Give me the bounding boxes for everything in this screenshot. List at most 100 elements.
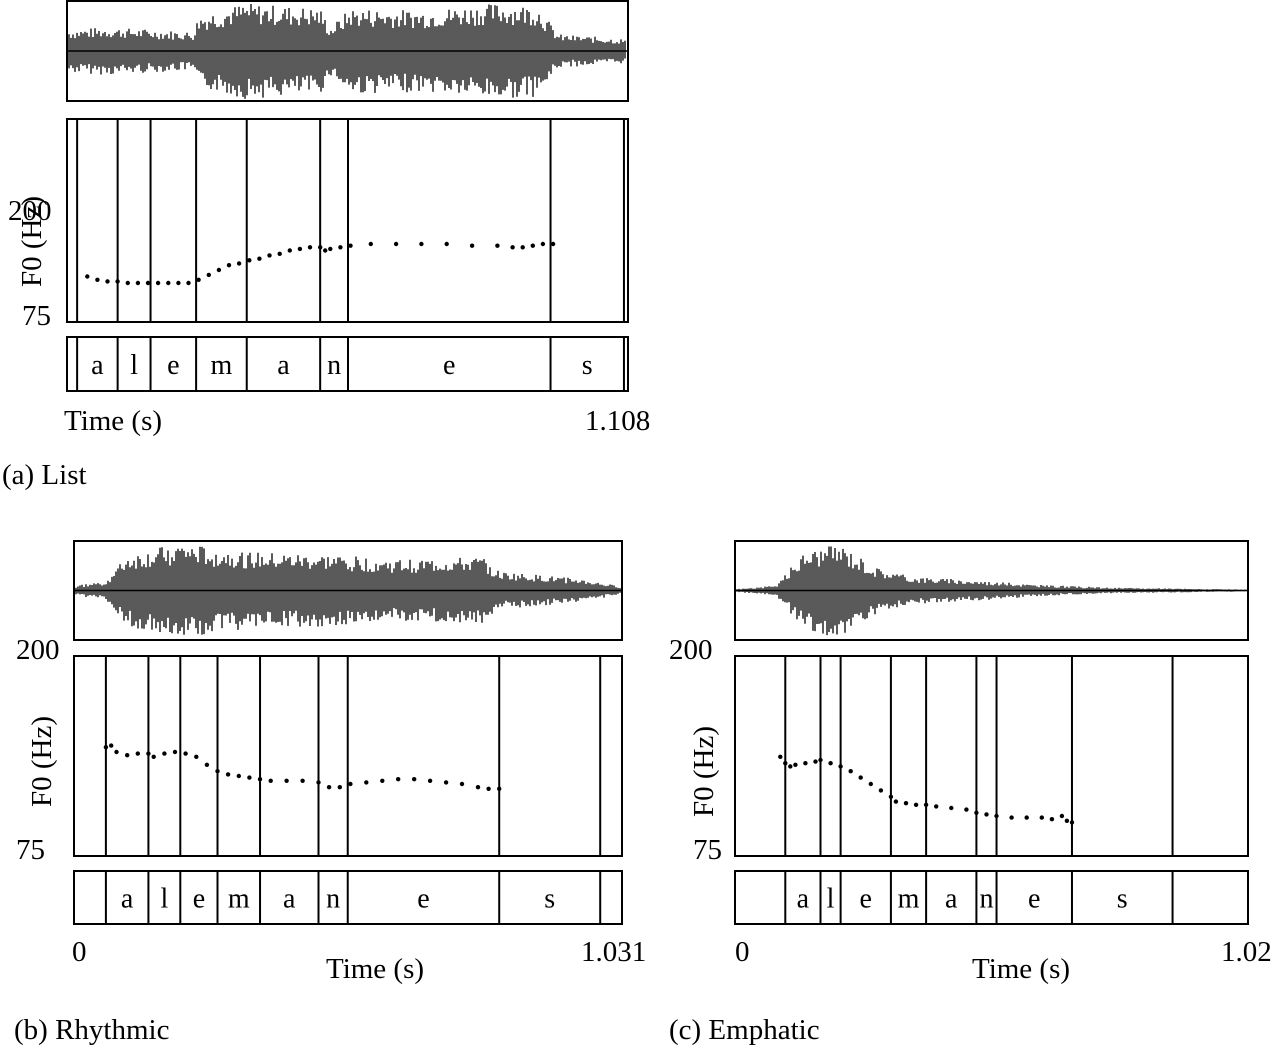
f0-point — [145, 280, 151, 286]
f0-point — [443, 780, 449, 785]
f0-point — [419, 241, 424, 247]
f0-point — [268, 778, 273, 783]
f0-point — [114, 749, 119, 755]
y-tick-min-label: 75 — [22, 300, 51, 332]
f0-point — [412, 777, 417, 782]
segment-label: a — [277, 350, 290, 381]
segment-label: m — [211, 350, 233, 381]
y-axis-label: F0 (Hz) — [26, 715, 58, 807]
segment-label: e — [193, 884, 205, 915]
f0-point — [135, 280, 141, 286]
f0-point — [878, 788, 884, 793]
f0-point — [95, 277, 100, 282]
y-tick-min-label: 75 — [693, 834, 722, 866]
f0-point — [868, 781, 873, 787]
f0-point — [176, 280, 181, 286]
f0-point — [486, 786, 491, 791]
f0-point — [393, 241, 399, 247]
f0-point — [510, 245, 515, 250]
f0-point — [166, 280, 171, 286]
f0-point — [257, 777, 263, 782]
f0-point — [368, 241, 373, 247]
f0-point — [125, 280, 130, 286]
f0-point — [338, 245, 343, 250]
x-tick-max-label: 1.108 — [585, 405, 651, 437]
f0-point — [236, 773, 241, 779]
f0-point — [540, 241, 546, 247]
f0-point — [225, 772, 231, 777]
f0-point — [444, 241, 449, 247]
f0-point — [923, 802, 929, 807]
f0-point — [151, 754, 156, 759]
f0-point — [984, 812, 989, 817]
f0-point — [778, 754, 783, 759]
f0-point — [1064, 818, 1070, 823]
f0-point — [788, 764, 793, 769]
f0-point — [1049, 817, 1055, 822]
f0-point — [300, 778, 305, 783]
panel-caption: (b) Rhythmic — [14, 1014, 170, 1046]
f0-point — [888, 794, 894, 799]
y-tick-max-label: 200 — [16, 634, 60, 666]
f0-point — [793, 762, 798, 767]
f0-point — [236, 261, 242, 266]
y-axis-label: F0 (Hz) — [688, 725, 720, 817]
f0-point — [1059, 813, 1065, 819]
f0-point — [838, 764, 843, 769]
f0-point — [994, 813, 999, 819]
f0-point — [1069, 820, 1075, 825]
f0-point — [247, 258, 252, 263]
f0-point — [550, 241, 556, 247]
f0-point — [316, 780, 321, 785]
f0-point — [818, 757, 823, 763]
f0-point — [803, 761, 808, 766]
f0-point — [109, 743, 114, 748]
segment-label: e — [167, 350, 179, 381]
f0-point — [364, 780, 369, 785]
segment-label: l — [827, 884, 835, 915]
f0-point — [475, 785, 481, 790]
segment-label: n — [979, 884, 993, 915]
segment-label: n — [327, 350, 341, 381]
y-axis-label: F0 (Hz) — [16, 195, 48, 287]
f0-point — [459, 781, 465, 787]
f0-point — [196, 277, 201, 282]
f0-point — [949, 805, 954, 811]
f0-point — [974, 810, 979, 815]
segment-label: e — [443, 350, 455, 381]
segment-label: e — [860, 884, 872, 915]
f0-point — [380, 778, 385, 783]
f0-point — [934, 804, 939, 809]
f0-point — [964, 807, 969, 812]
segment-label: l — [160, 884, 168, 915]
y-tick-min-label: 75 — [16, 834, 45, 866]
x-axis-label: Time (s) — [64, 405, 163, 437]
f0-point — [216, 267, 222, 273]
f0-point — [155, 280, 161, 286]
f0-point — [105, 279, 110, 284]
f0-point — [520, 245, 525, 250]
f0-point — [1024, 815, 1029, 820]
panel-caption: (a) List — [2, 459, 87, 491]
f0-point — [497, 786, 502, 791]
f0-frame — [734, 655, 1249, 857]
x-axis-label: Time (s) — [972, 953, 1071, 985]
segment-label: e — [417, 884, 429, 915]
f0-point — [495, 243, 500, 248]
panel-caption: (c) Emphatic — [669, 1014, 820, 1046]
segment-label: m — [898, 884, 920, 915]
segment-label: l — [130, 350, 138, 381]
f0-point — [172, 749, 178, 755]
f0-point — [337, 785, 342, 790]
f0-point — [194, 754, 199, 759]
f0-point — [326, 785, 332, 790]
f0-point — [813, 759, 818, 764]
x-tick-min-label: 0 — [72, 936, 87, 968]
y-tick-max-label: 200 — [8, 195, 52, 227]
f0-point — [893, 799, 899, 804]
f0-point — [323, 248, 328, 253]
f0-point — [427, 778, 433, 783]
f0-point — [162, 751, 167, 756]
f0-point — [348, 781, 353, 787]
